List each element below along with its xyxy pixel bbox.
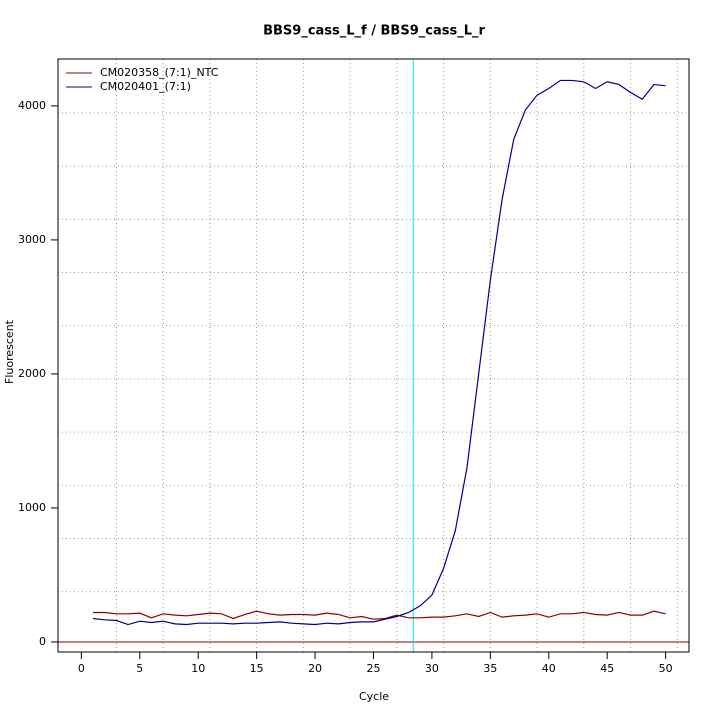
x-tick-label: 50 [659, 662, 673, 675]
legend-label: CM020401_(7:1) [100, 80, 191, 93]
series-line [92, 79, 666, 626]
x-tick-label: 20 [308, 662, 322, 675]
plot-border [57, 58, 690, 653]
x-tick-label: 0 [78, 662, 85, 675]
x-tick-label: 5 [136, 662, 143, 675]
x-axis-label: Cycle [359, 690, 389, 703]
legend-label: CM020358_(7:1)_NTC [100, 66, 219, 79]
x-tick-label: 25 [367, 662, 381, 675]
y-tick-label: 4000 [18, 99, 46, 112]
x-tick-label: 45 [600, 662, 614, 675]
x-tick-label: 10 [191, 662, 205, 675]
y-tick-label: 1000 [18, 501, 46, 514]
x-tick-label: 30 [425, 662, 439, 675]
x-tick-label: 15 [250, 662, 264, 675]
y-tick-label: 3000 [18, 233, 46, 246]
y-tick-label: 2000 [18, 367, 46, 380]
x-tick-label: 40 [542, 662, 556, 675]
x-tick-label: 35 [483, 662, 497, 675]
series-line [93, 610, 666, 620]
y-tick-label: 0 [39, 635, 46, 648]
chart-title: BBS9_cass_L_f / BBS9_cass_L_r [263, 24, 485, 39]
y-axis-label: Fluorescent [3, 319, 16, 384]
